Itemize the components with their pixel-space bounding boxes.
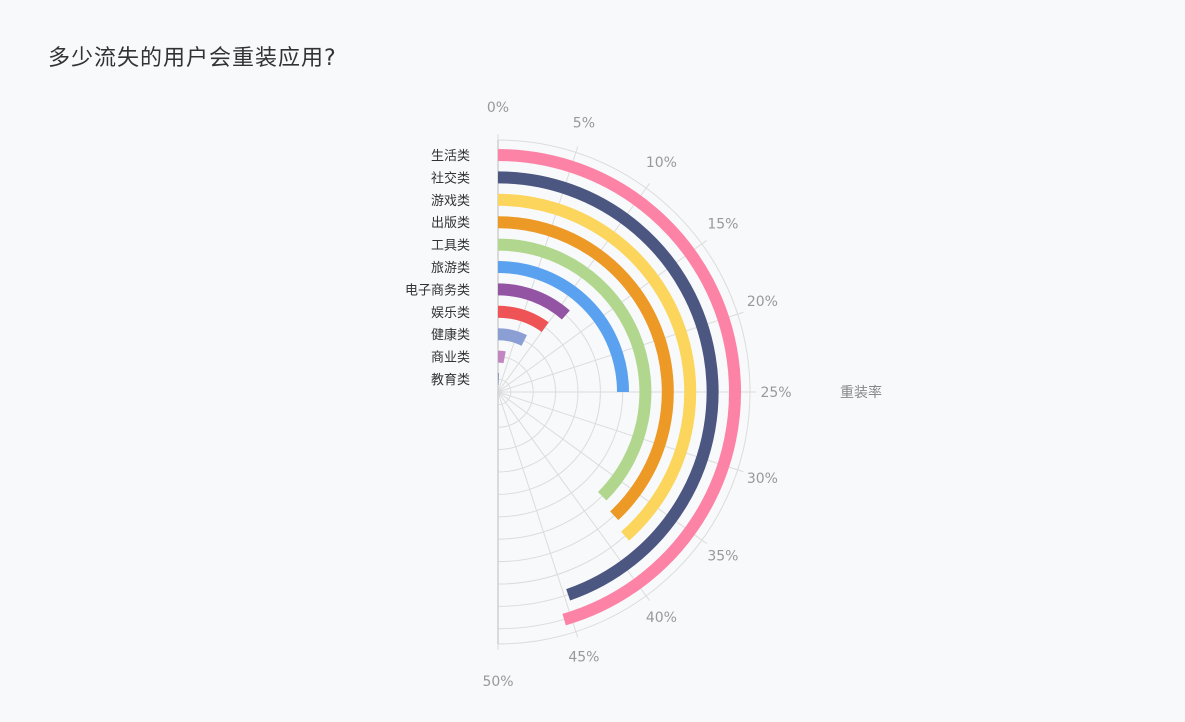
tick-mark bbox=[575, 631, 579, 638]
category-label: 教育类 bbox=[431, 372, 470, 388]
category-label: 娱乐类 bbox=[431, 306, 470, 321]
bar-出版类[interactable] bbox=[497, 216, 674, 521]
bar-旅游类[interactable] bbox=[497, 261, 629, 393]
category-label: 电子商务类 bbox=[405, 282, 470, 298]
category-label: 社交类 bbox=[431, 170, 470, 186]
bar-娱乐类[interactable] bbox=[497, 305, 549, 333]
bar-生活类[interactable] bbox=[497, 149, 741, 626]
tick-mark bbox=[575, 146, 579, 153]
bar-工具类[interactable] bbox=[497, 238, 652, 501]
tick-mark bbox=[645, 182, 651, 189]
tick-label: 25% bbox=[760, 385, 791, 401]
tick-label: 35% bbox=[707, 548, 738, 564]
chart-title: 多少流失的用户会重装应用? bbox=[48, 46, 337, 71]
tick-label: 10% bbox=[646, 155, 677, 171]
category-label: 生活类 bbox=[431, 149, 470, 164]
tick-mark bbox=[701, 539, 708, 545]
bar-游戏类[interactable] bbox=[497, 193, 697, 541]
category-label: 健康类 bbox=[431, 327, 470, 343]
bar-商业类[interactable] bbox=[497, 350, 506, 364]
tick-mark bbox=[701, 239, 708, 245]
tick-mark bbox=[737, 469, 744, 473]
tick-label: 5% bbox=[573, 116, 595, 132]
tick-label: 45% bbox=[568, 649, 599, 665]
category-label: 商业类 bbox=[431, 351, 470, 366]
category-label: 工具类 bbox=[431, 239, 470, 254]
bar-电子商务类[interactable] bbox=[497, 283, 570, 320]
grid-spoke bbox=[497, 391, 577, 632]
tick-label: 50% bbox=[482, 674, 513, 690]
category-label: 出版类 bbox=[431, 216, 470, 231]
category-label: 游戏类 bbox=[431, 194, 470, 209]
axis-name: 重装率 bbox=[840, 384, 882, 401]
angle-ticks: 0% 5% 10% 15% 20% 25% 30% 35% 40% 45% 50% bbox=[482, 100, 791, 690]
tick-label: 15% bbox=[707, 217, 738, 233]
tick-label: 0% bbox=[487, 100, 509, 116]
tick-label: 30% bbox=[747, 471, 778, 487]
bars bbox=[497, 149, 741, 626]
category-label: 旅游类 bbox=[431, 261, 470, 276]
tick-mark bbox=[645, 595, 651, 602]
tick-label: 40% bbox=[646, 610, 677, 626]
bar-社交类[interactable] bbox=[497, 171, 719, 601]
tick-label: 20% bbox=[747, 294, 778, 310]
tick-mark bbox=[737, 311, 744, 315]
bar-健康类[interactable] bbox=[497, 328, 527, 346]
